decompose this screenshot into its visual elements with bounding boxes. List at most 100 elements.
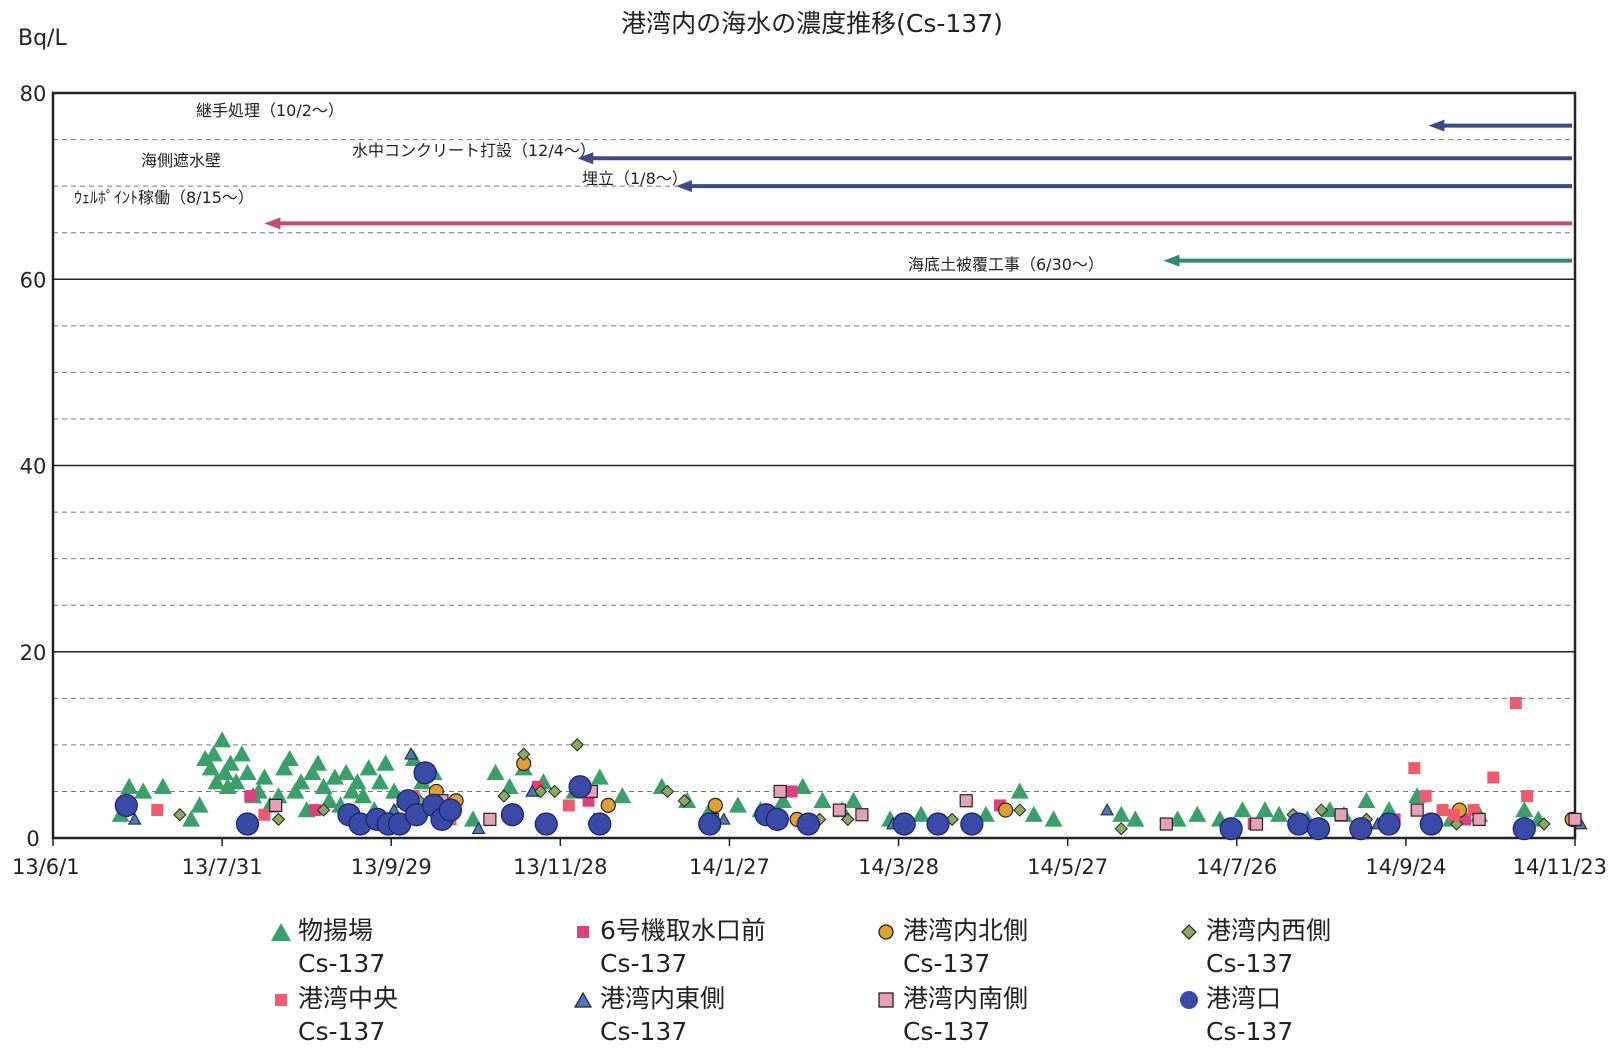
- data-point: [221, 754, 240, 771]
- legend-label: 港湾内南側: [903, 984, 1029, 1013]
- arrow-head-icon: [1428, 119, 1445, 132]
- data-point: [486, 763, 505, 781]
- data-point: [813, 791, 832, 808]
- data-point: [1419, 790, 1432, 803]
- legend-label: 物揚場: [298, 916, 374, 945]
- legend-item: 物揚場 Cs-137: [270, 915, 560, 985]
- data-point: [1100, 803, 1114, 816]
- y-axis: 0 20 40 60 80: [20, 82, 47, 851]
- data-point: [308, 754, 327, 771]
- data-point: [1447, 808, 1460, 821]
- data-point: [348, 773, 367, 790]
- data-point: [1349, 817, 1373, 841]
- concentration-chart: 港湾内の海水の濃度推移(Cs-137) Bq/L 0 20 40 60 80 13/6/…: [12, 9, 1607, 879]
- annotation-label: ｳｪﾙﾎﾟｲﾝﾄ稼働（8/15～）: [74, 188, 254, 207]
- data-point: [173, 808, 187, 822]
- data-point: [213, 731, 232, 748]
- data-point: [892, 812, 916, 836]
- data-point: [182, 810, 201, 827]
- data-point: [590, 768, 609, 785]
- x-tick-label: 14/7/26: [1196, 855, 1277, 879]
- data-point: [218, 777, 237, 794]
- legend-label: 6号機取水口前: [600, 916, 766, 945]
- data-point: [796, 812, 820, 836]
- legend-label: 港湾内東側: [600, 984, 726, 1013]
- data-point: [1449, 817, 1464, 831]
- x-tick-label: 13/6/1: [12, 855, 80, 879]
- legend-item: 港湾内南側 Cs-137: [875, 983, 1165, 1053]
- data-point: [785, 785, 798, 798]
- legend-item: 港湾内北側 Cs-137: [875, 915, 1165, 985]
- chart-title: 港湾内の海水の濃度推移(Cs-137): [621, 9, 1003, 38]
- data-point: [1410, 803, 1424, 817]
- circle-marker-icon: [1180, 991, 1198, 1009]
- legend-sublabel: Cs-137: [298, 949, 386, 978]
- legend-item: 6号機取水口前 Cs-137: [572, 915, 862, 985]
- data-point: [201, 759, 220, 776]
- plot-frame: [51, 91, 1577, 840]
- data-point: [1568, 812, 1582, 826]
- arrow-head-icon: [577, 152, 594, 165]
- data-point: [1233, 801, 1252, 818]
- legend-item: 港湾内西側 Cs-137: [1178, 915, 1468, 985]
- legend-item: 港湾中央 Cs-137: [270, 983, 560, 1053]
- data-point: [855, 808, 869, 822]
- data-point: [1314, 803, 1329, 817]
- x-tick-label: 14/5/27: [1027, 855, 1108, 879]
- data-point: [1537, 817, 1551, 831]
- data-point: [1320, 801, 1339, 818]
- data-point: [1521, 790, 1534, 803]
- x-tick-label: 14/3/28: [858, 855, 939, 879]
- data-point: [438, 798, 463, 822]
- annotations: 継手処理（10/2～） 水中コンクリート打設（12/4～） 埋立（1/8～） 海側遮水…: [74, 101, 1572, 274]
- data-point: [600, 797, 616, 814]
- data-point: [1472, 812, 1486, 826]
- data-point: [370, 773, 389, 790]
- x-tick-label: 14/9/24: [1365, 855, 1446, 879]
- square-marker-icon: [275, 994, 287, 1006]
- annotation-label: 埋立（1/8～）: [582, 169, 688, 188]
- data-point: [207, 773, 226, 790]
- data-point: [588, 812, 612, 836]
- data-point: [404, 747, 418, 760]
- data-point: [1168, 810, 1187, 827]
- data-point: [269, 798, 283, 813]
- grid: [53, 139, 1575, 792]
- x-axis: 13/6/1 13/7/31 13/9/29 13/11/28 14/1/27 14/3/…: [12, 838, 1607, 879]
- data-point: [1287, 812, 1311, 836]
- data-point: [244, 790, 257, 803]
- legend-label: 港湾内北側: [903, 916, 1029, 945]
- data-point: [1114, 821, 1128, 836]
- data-point: [1159, 817, 1173, 831]
- data-points: [111, 696, 1588, 841]
- data-point: [354, 787, 373, 804]
- data-point: [773, 791, 792, 808]
- data-point: [500, 777, 519, 794]
- data-point: [1515, 801, 1534, 818]
- data-point: [227, 773, 246, 790]
- data-point: [912, 805, 931, 822]
- data-point: [832, 803, 846, 817]
- data-point: [114, 793, 138, 818]
- data-point: [1249, 817, 1264, 831]
- data-point: [471, 821, 486, 834]
- y-tick-label: 60: [20, 268, 47, 292]
- data-point: [271, 812, 286, 827]
- data-point: [765, 807, 789, 831]
- data-point: [1112, 805, 1131, 822]
- x-tick-label: 13/9/29: [351, 855, 432, 879]
- legend-item: 港湾内東側 Cs-137: [572, 983, 862, 1053]
- data-point: [376, 754, 395, 771]
- data-point: [342, 782, 361, 799]
- data-point: [568, 775, 592, 799]
- data-point: [497, 789, 511, 803]
- data-point: [844, 791, 863, 808]
- data-point: [562, 799, 575, 812]
- legend-sublabel: Cs-137: [600, 949, 688, 978]
- legend-sublabel: Cs-137: [298, 1017, 386, 1046]
- data-point: [1270, 805, 1289, 822]
- data-point: [1044, 810, 1063, 827]
- y-axis-unit: Bq/L: [18, 26, 67, 51]
- square-marker-icon: [878, 992, 894, 1008]
- data-point: [275, 759, 294, 776]
